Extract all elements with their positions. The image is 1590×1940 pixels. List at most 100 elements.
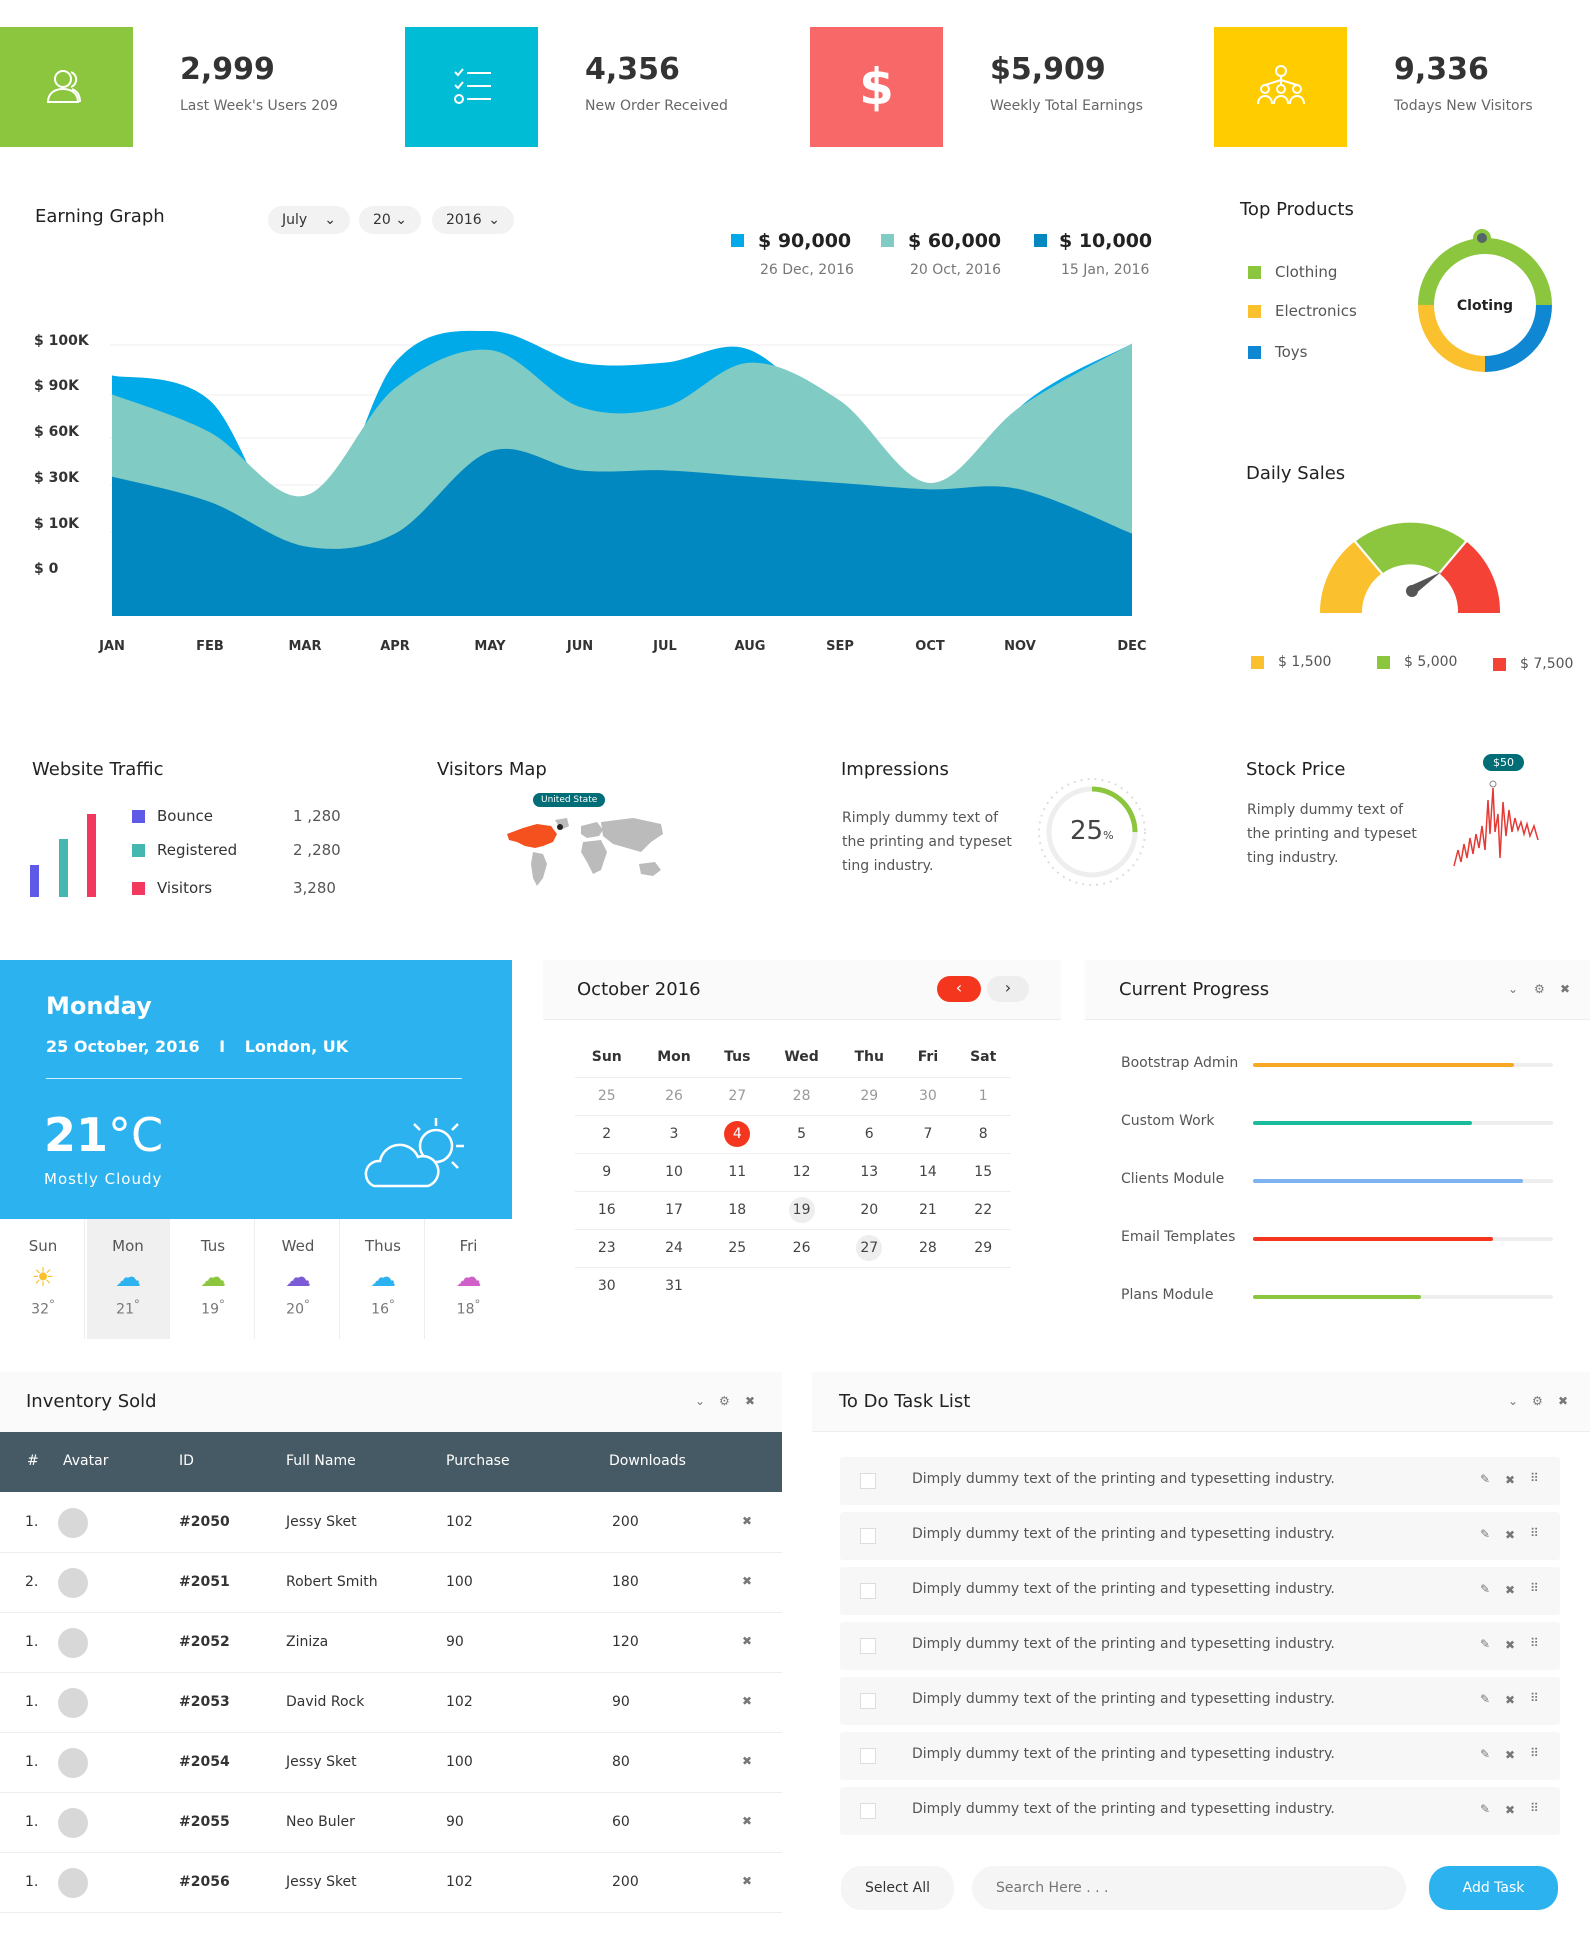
close-icon[interactable]: ✖ [745, 1394, 756, 1408]
close-icon[interactable]: ✖ [1560, 982, 1571, 996]
calendar-day[interactable]: 31 [665, 1278, 683, 1295]
drag-handle-icon[interactable]: ⠿ [1530, 1746, 1539, 1760]
map-europe[interactable] [581, 822, 603, 838]
edit-pencil-icon[interactable]: ✎ [1480, 1527, 1491, 1541]
day-select[interactable]: 20 ⌄ [359, 206, 421, 234]
gear-icon[interactable]: ⚙ [1532, 1394, 1543, 1408]
todo-checkbox[interactable] [860, 1473, 876, 1489]
forecast-day[interactable]: Fri ☁ 18° [427, 1219, 510, 1339]
delete-row-icon[interactable]: ✖ [742, 1634, 753, 1648]
close-icon[interactable]: ✖ [1505, 1583, 1516, 1597]
calendar-day[interactable]: 25 [728, 1240, 747, 1256]
delete-row-icon[interactable]: ✖ [742, 1814, 753, 1828]
map-africa[interactable] [581, 840, 607, 874]
calendar-day[interactable]: 24 [665, 1240, 683, 1256]
todo-checkbox[interactable] [860, 1638, 876, 1654]
calendar-prev-button[interactable]: ‹ [937, 976, 981, 1002]
edit-pencil-icon[interactable]: ✎ [1480, 1692, 1491, 1706]
map-asia[interactable] [601, 818, 663, 852]
delete-row-icon[interactable]: ✖ [742, 1514, 753, 1528]
calendar-day[interactable]: 5 [797, 1126, 807, 1142]
table-row[interactable]: 1. #2052 Ziniza 90 120 ✖ [0, 1613, 782, 1673]
edit-pencil-icon[interactable]: ✎ [1480, 1472, 1491, 1486]
gear-icon[interactable]: ⚙ [1534, 982, 1545, 996]
calendar-day[interactable]: 8 [978, 1126, 988, 1142]
calendar-day[interactable]: 20 [860, 1202, 879, 1218]
close-icon[interactable]: ✖ [1505, 1803, 1516, 1817]
edit-pencil-icon[interactable]: ✎ [1480, 1582, 1491, 1596]
map-south-america[interactable] [531, 852, 547, 886]
forecast-day[interactable]: Sun ☀ 32° [2, 1219, 85, 1339]
close-icon[interactable]: ✖ [1558, 1394, 1569, 1408]
collapse-icon[interactable]: ⌄ [1508, 1394, 1519, 1408]
edit-pencil-icon[interactable]: ✎ [1480, 1747, 1491, 1761]
table-row[interactable]: 2. #2051 Robert Smith 100 180 ✖ [0, 1553, 782, 1613]
edit-pencil-icon[interactable]: ✎ [1480, 1637, 1491, 1651]
todo-checkbox[interactable] [860, 1528, 876, 1544]
drag-handle-icon[interactable]: ⠿ [1530, 1636, 1539, 1650]
calendar-day[interactable]: 26 [665, 1088, 683, 1104]
calendar-day[interactable]: 6 [864, 1126, 874, 1142]
calendar-day[interactable]: 10 [665, 1164, 683, 1180]
calendar-day[interactable]: 29 [860, 1088, 879, 1104]
table-row[interactable]: 1. #2055 Neo Buler 90 60 ✖ [0, 1793, 782, 1853]
calendar-day[interactable]: 11 [728, 1164, 747, 1180]
calendar-day[interactable]: 28 [792, 1088, 811, 1104]
drag-handle-icon[interactable]: ⠿ [1530, 1801, 1539, 1815]
calendar-day-today[interactable]: 4 [724, 1121, 751, 1147]
collapse-icon[interactable]: ⌄ [1508, 982, 1519, 996]
select-all-button[interactable]: Select All [841, 1866, 954, 1910]
calendar-day[interactable]: 12 [792, 1164, 811, 1180]
calendar-day[interactable]: 9 [602, 1164, 612, 1180]
close-icon[interactable]: ✖ [1505, 1748, 1516, 1762]
drag-handle-icon[interactable]: ⠿ [1530, 1691, 1539, 1705]
edit-pencil-icon[interactable]: ✎ [1480, 1802, 1491, 1816]
calendar-day[interactable]: 7 [923, 1126, 933, 1142]
map-greenland[interactable] [555, 818, 569, 830]
collapse-icon[interactable]: ⌄ [695, 1394, 706, 1408]
forecast-day[interactable]: Tus ☁ 19° [172, 1219, 255, 1339]
map-australia[interactable] [639, 862, 661, 876]
calendar-day[interactable]: 25 [597, 1088, 616, 1104]
close-icon[interactable]: ✖ [1505, 1528, 1516, 1542]
calendar-day[interactable]: 1 [978, 1088, 988, 1104]
delete-row-icon[interactable]: ✖ [742, 1574, 753, 1588]
drag-handle-icon[interactable]: ⠿ [1530, 1526, 1539, 1540]
delete-row-icon[interactable]: ✖ [742, 1874, 753, 1888]
month-select[interactable]: July ⌄ [268, 206, 350, 234]
calendar-day[interactable]: 17 [665, 1202, 683, 1218]
drag-handle-icon[interactable]: ⠿ [1530, 1581, 1539, 1595]
calendar-day[interactable]: 27 [728, 1088, 747, 1104]
calendar-day[interactable]: 29 [974, 1240, 993, 1256]
calendar-day[interactable]: 22 [974, 1202, 993, 1218]
calendar-day[interactable]: 21 [919, 1202, 937, 1218]
calendar-day-selected[interactable]: 19 [788, 1197, 815, 1223]
map-usa-region[interactable] [507, 824, 557, 848]
forecast-day[interactable]: Mon ☁ 21° [87, 1219, 170, 1339]
calendar-day[interactable]: 18 [728, 1202, 747, 1218]
forecast-day[interactable]: Wed ☁ 20° [257, 1219, 340, 1339]
table-row[interactable]: 1. #2054 Jessy Sket 100 80 ✖ [0, 1733, 782, 1793]
todo-checkbox[interactable] [860, 1583, 876, 1599]
drag-handle-icon[interactable]: ⠿ [1530, 1471, 1539, 1485]
calendar-day[interactable]: 2 [602, 1126, 612, 1142]
forecast-day[interactable]: Thus ☁ 16° [342, 1219, 425, 1339]
todo-checkbox[interactable] [860, 1803, 876, 1819]
table-row[interactable]: 1. #2053 David Rock 102 90 ✖ [0, 1673, 782, 1733]
calendar-day[interactable]: 13 [860, 1164, 879, 1180]
table-row[interactable]: 1. #2056 Jessy Sket 102 200 ✖ [0, 1853, 782, 1913]
map-marker[interactable] [557, 824, 563, 830]
add-task-button[interactable]: Add Task [1429, 1866, 1558, 1910]
calendar-day[interactable]: 28 [919, 1240, 937, 1256]
calendar-next-button[interactable]: › [987, 976, 1029, 1002]
calendar-day[interactable]: 16 [597, 1202, 616, 1218]
task-search-input[interactable] [972, 1866, 1406, 1910]
calendar-day[interactable]: 23 [597, 1240, 616, 1256]
gear-icon[interactable]: ⚙ [719, 1394, 730, 1408]
calendar-day-selected[interactable]: 27 [856, 1235, 883, 1261]
todo-checkbox[interactable] [860, 1693, 876, 1709]
close-icon[interactable]: ✖ [1505, 1693, 1516, 1707]
calendar-day[interactable]: 30 [597, 1278, 616, 1295]
todo-checkbox[interactable] [860, 1748, 876, 1764]
close-icon[interactable]: ✖ [1505, 1473, 1516, 1487]
